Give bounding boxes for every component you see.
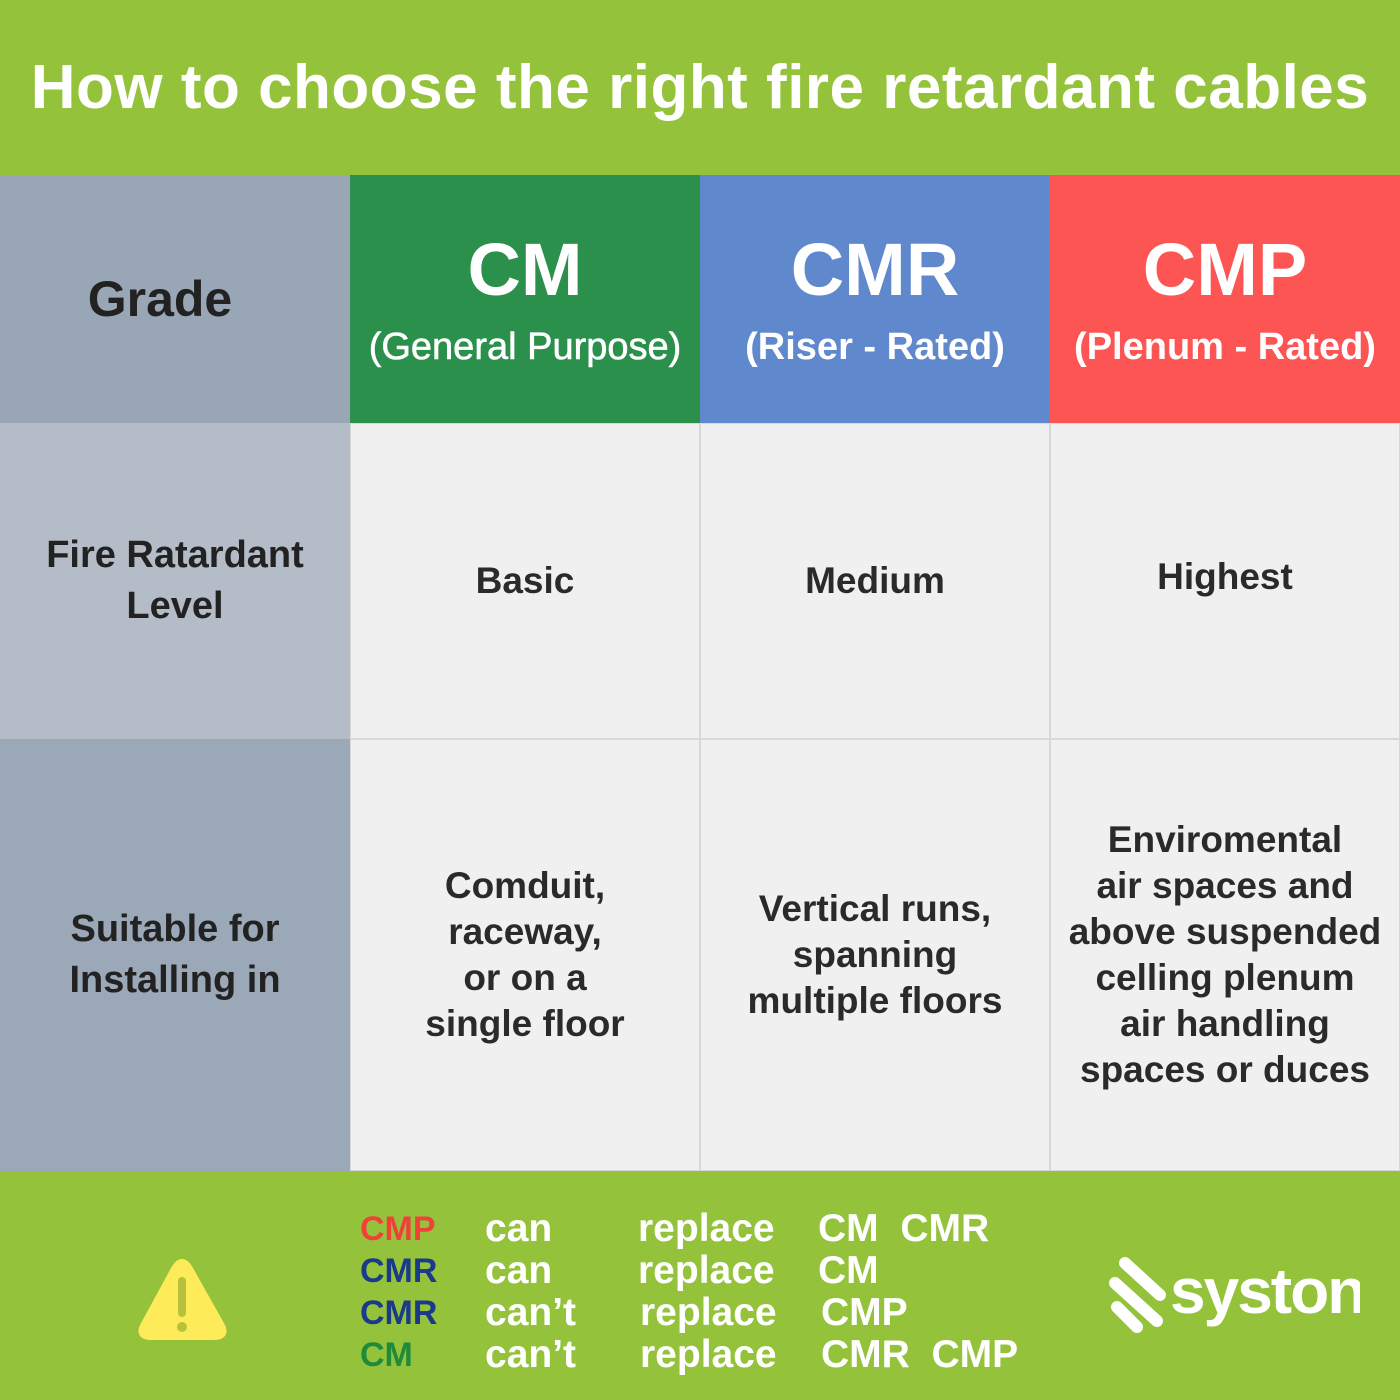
rule-subject: CMR: [360, 1252, 438, 1290]
grade-subtitle: (Riser - Rated): [745, 325, 1005, 368]
row-label-grade: Grade: [0, 175, 350, 423]
grade-subtitle: (General Purpose): [368, 325, 682, 368]
page-title: How to choose the right fire retardant c…: [30, 53, 1370, 122]
header-cmp: CMP (Plenum - Rated): [1050, 175, 1400, 423]
grade-subtitle: (Plenum - Rated): [1074, 325, 1376, 368]
rule-subject: CMP: [360, 1210, 436, 1248]
header-cmr: CMR (Riser - Rated): [700, 175, 1050, 423]
usage-line: raceway,: [448, 911, 602, 952]
usage-label: Suitable for Installing in: [69, 908, 281, 1001]
usage-line: single floor: [425, 1003, 625, 1044]
usage-line: multiple floors: [747, 980, 1003, 1021]
logo-text: syston: [1170, 1255, 1360, 1327]
rule-verb: can: [485, 1249, 553, 1292]
usage-line: Vertical runs,: [758, 888, 992, 929]
usage-line: Enviromental: [1107, 819, 1343, 860]
rule-targets: CM CMR: [818, 1207, 990, 1250]
level-cmp: Highest: [1050, 423, 1400, 739]
level-cmr: Medium: [700, 423, 1050, 739]
usage-line: air handling: [1120, 1003, 1330, 1044]
rule-targets: CM: [818, 1249, 879, 1292]
grade-code: CM: [467, 227, 583, 311]
usage-cmp: Enviromental air spaces and above suspen…: [1050, 739, 1400, 1171]
rule-verb: can’t: [485, 1291, 577, 1334]
usage-line: spaces or duces: [1080, 1049, 1370, 1090]
rule-verb: can’t: [485, 1333, 577, 1376]
header-cm: CM (General Purpose): [350, 175, 700, 423]
usage-line: celling plenum: [1095, 957, 1355, 998]
usage-line: air spaces and: [1096, 865, 1354, 906]
rule-action: replace: [640, 1333, 777, 1376]
usage-cmr: Vertical runs, spanning multiple floors: [700, 739, 1050, 1171]
usage-line: Comduit,: [444, 865, 606, 906]
rule-targets: CMP: [821, 1291, 908, 1334]
syston-logo: syston: [1109, 1255, 1360, 1333]
rule-subject: CMR: [360, 1294, 438, 1332]
rule-subject: CM: [360, 1336, 413, 1374]
rule-verb: can: [485, 1207, 553, 1250]
rule-action: replace: [638, 1207, 775, 1250]
level-label: Fire Ratardant Level: [46, 534, 304, 627]
rule-action: replace: [640, 1291, 777, 1334]
rule-action: replace: [638, 1249, 775, 1292]
row-label-level: Fire Ratardant Level: [0, 423, 350, 739]
usage-line: or on a: [463, 957, 587, 998]
grade-code: CMP: [1142, 227, 1308, 311]
rule-targets: CMR CMP: [821, 1333, 1019, 1376]
grade-label: Grade: [87, 270, 233, 327]
grade-code: CMR: [790, 227, 960, 311]
row-label-usage: Suitable for Installing in: [0, 739, 350, 1171]
warning-icon: [138, 1259, 227, 1340]
level-cm: Basic: [350, 423, 700, 739]
usage-line: above suspended: [1068, 911, 1382, 952]
usage-line: spanning: [792, 934, 958, 975]
usage-cm: Comduit, raceway, or on a single floor: [350, 739, 700, 1171]
